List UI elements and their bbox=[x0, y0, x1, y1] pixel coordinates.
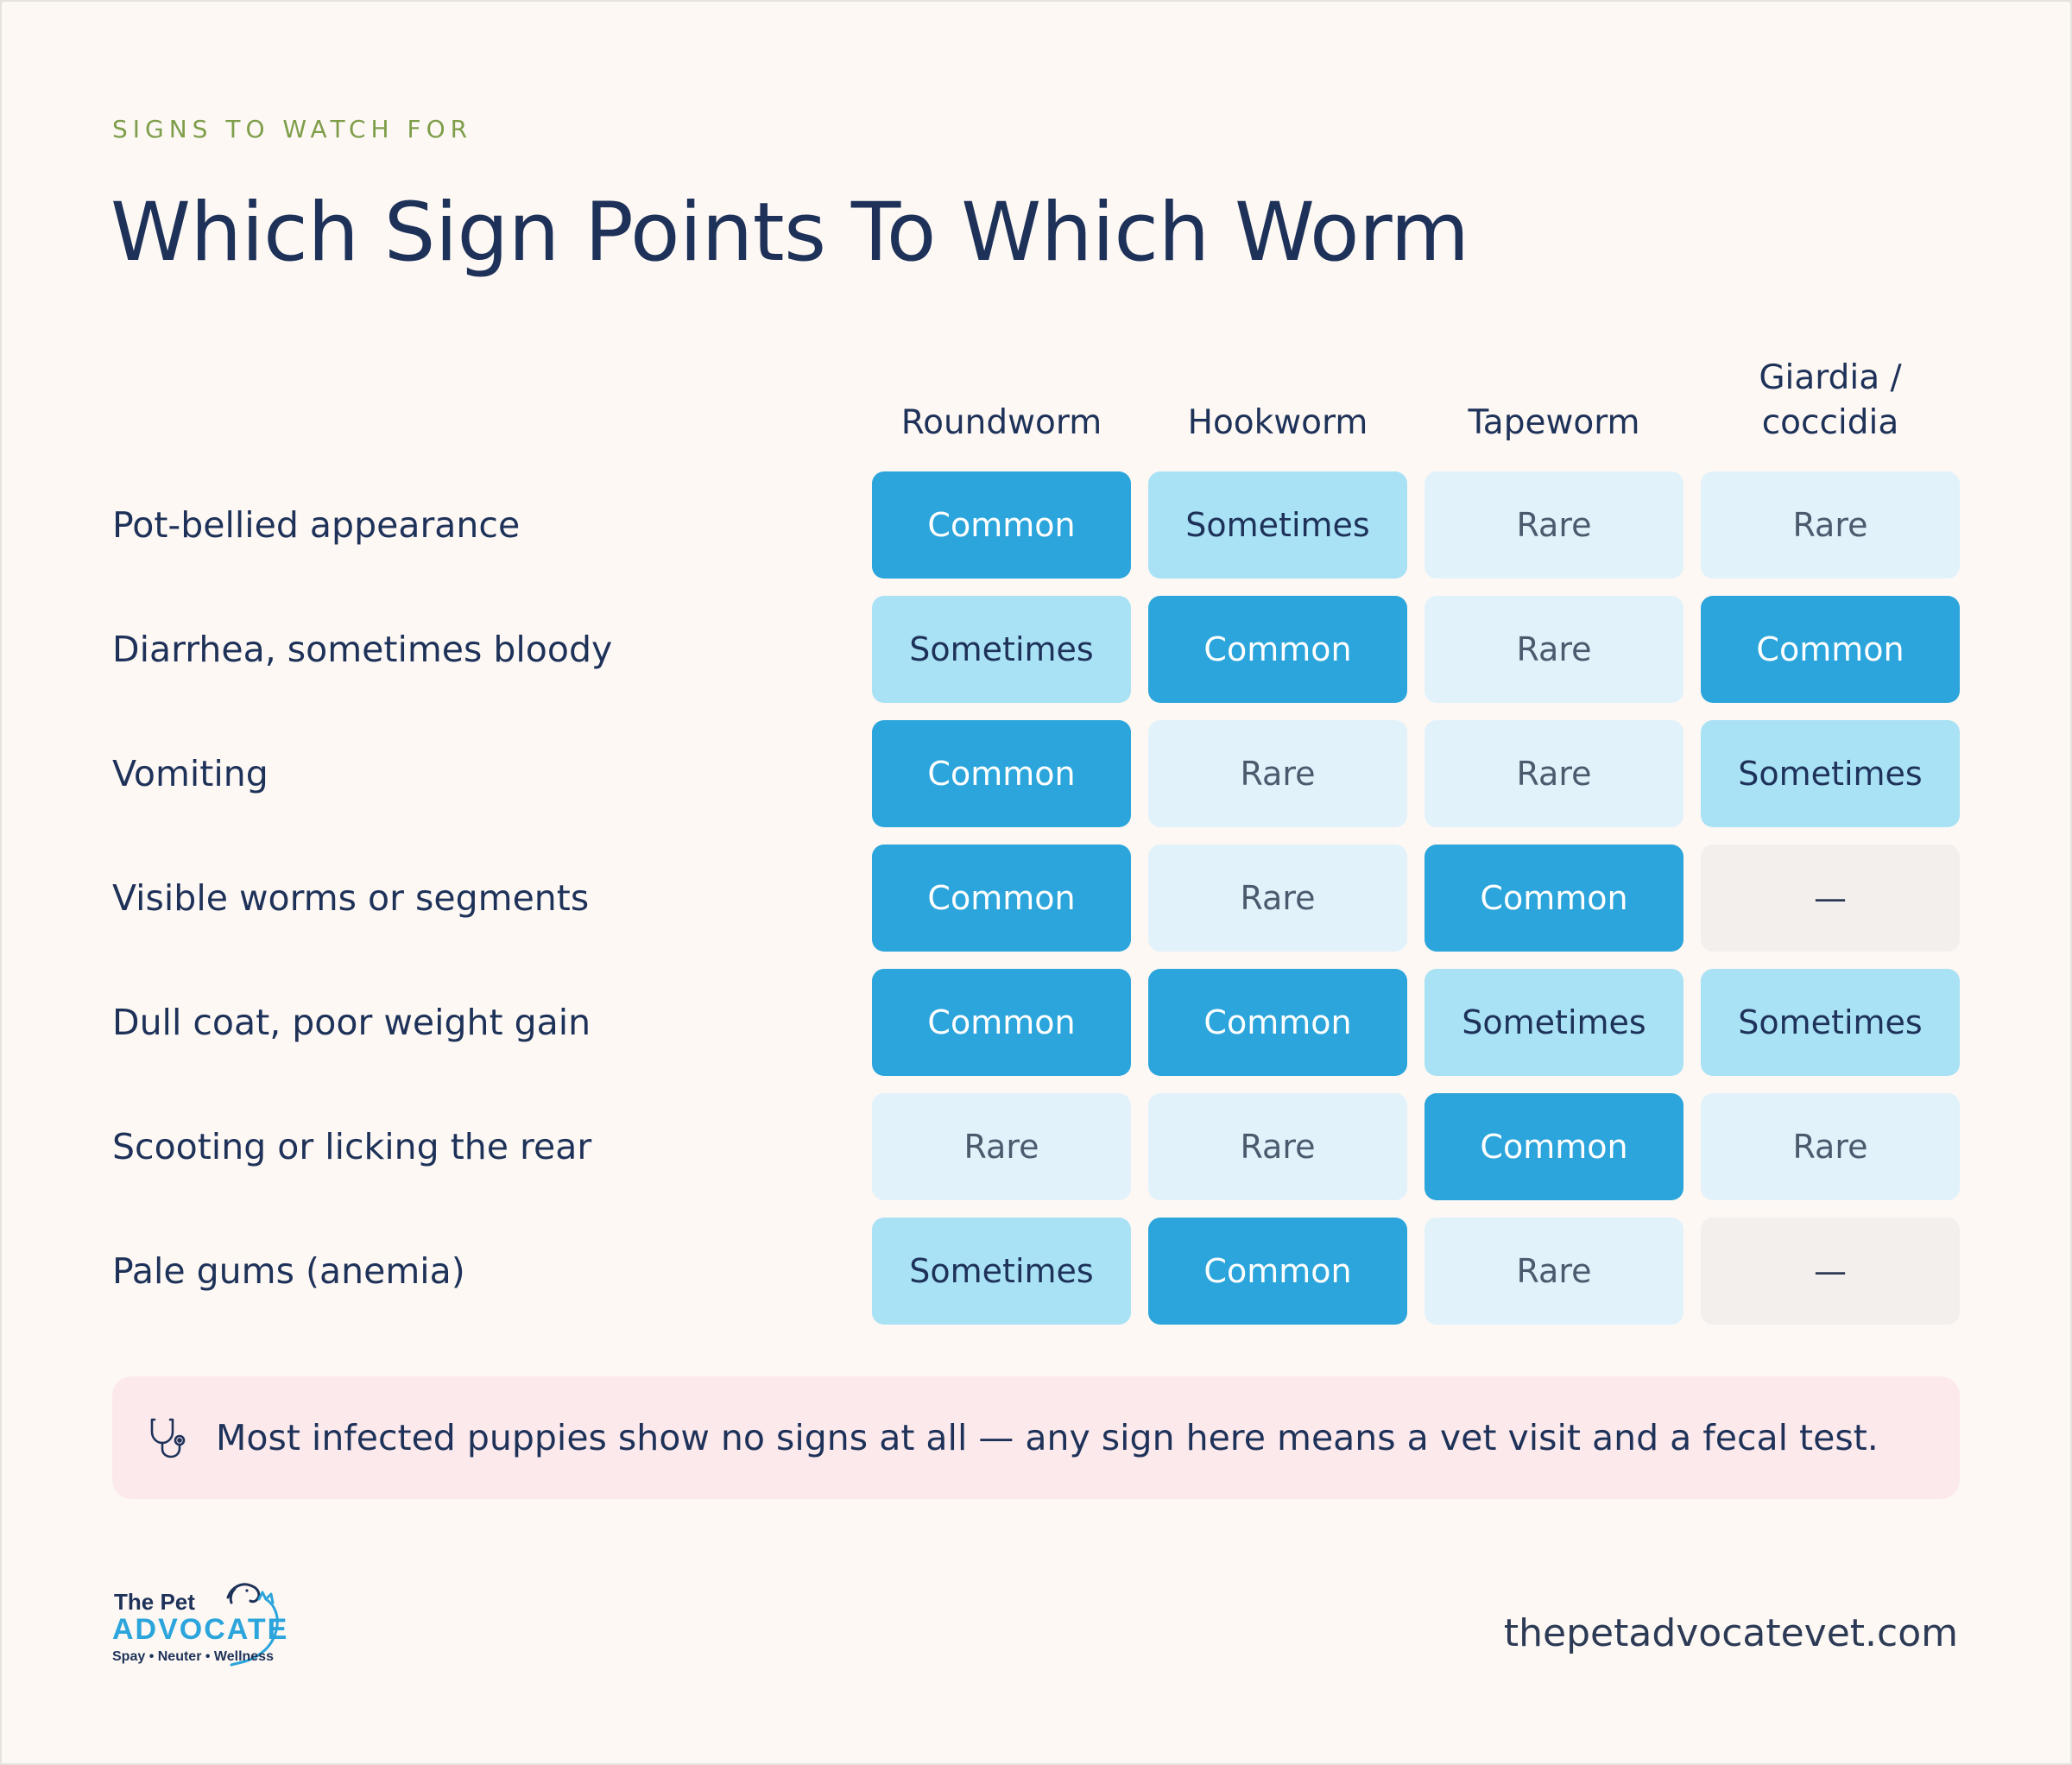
logo-text-the-pet: The Pet bbox=[114, 1589, 195, 1615]
table-cell: Rare bbox=[1148, 720, 1407, 827]
table-cell: Common bbox=[1701, 596, 1960, 703]
logo-tagline: Spay • Neuter • Wellness bbox=[112, 1649, 274, 1664]
table-cell: Rare bbox=[1424, 720, 1684, 827]
brand-logo[interactable]: The Pet ADVOCATE Spay • Neuter • Wellnes… bbox=[111, 1577, 318, 1672]
table-cell: Rare bbox=[1424, 596, 1684, 703]
table-cell: — bbox=[1701, 845, 1960, 952]
table-cell: Sometimes bbox=[1701, 969, 1960, 1076]
table-cell: Sometimes bbox=[872, 596, 1131, 703]
column-header: Hookworm bbox=[1148, 351, 1407, 446]
column-header: Giardia / coccidia bbox=[1701, 351, 1960, 446]
table-cell: Common bbox=[872, 969, 1131, 1076]
table-cell: Sometimes bbox=[1424, 969, 1684, 1076]
table-cell: Common bbox=[1148, 596, 1407, 703]
table-cell: Common bbox=[1148, 969, 1407, 1076]
column-header: Tapeworm bbox=[1424, 351, 1684, 446]
row-label: Vomiting bbox=[112, 753, 268, 794]
row-label: Pot-bellied appearance bbox=[112, 504, 521, 546]
table-cell: Rare bbox=[1148, 845, 1407, 952]
table-cell: Rare bbox=[872, 1093, 1131, 1200]
table-cell: Sometimes bbox=[1701, 720, 1960, 827]
table-cell: Common bbox=[1424, 1093, 1684, 1200]
table-cell: Rare bbox=[1148, 1093, 1407, 1200]
column-header: Roundworm bbox=[872, 351, 1131, 446]
note-banner: Most infected puppies show no signs at a… bbox=[112, 1376, 1960, 1499]
table-cell: Rare bbox=[1701, 471, 1960, 579]
table-cell: — bbox=[1701, 1218, 1960, 1325]
table-cell: Rare bbox=[1424, 1218, 1684, 1325]
row-label: Visible worms or segments bbox=[112, 877, 590, 919]
table-cell: Sometimes bbox=[1148, 471, 1407, 579]
column-header-label: Roundworm bbox=[900, 403, 1102, 442]
table-cell: Common bbox=[872, 471, 1131, 579]
page-title: Which Sign Points To Which Worm bbox=[111, 186, 1469, 280]
eyebrow-label: SIGNS TO WATCH FOR bbox=[112, 115, 473, 143]
table-cell: Rare bbox=[1701, 1093, 1960, 1200]
table-cell: Common bbox=[872, 845, 1131, 952]
row-label: Pale gums (anemia) bbox=[112, 1250, 465, 1292]
stethoscope-icon bbox=[147, 1414, 190, 1461]
table-cell: Common bbox=[1148, 1218, 1407, 1325]
table-cell: Common bbox=[872, 720, 1131, 827]
table-cell: Rare bbox=[1424, 471, 1684, 579]
note-text: Most infected puppies show no signs at a… bbox=[216, 1417, 1879, 1458]
website-link[interactable]: thepetadvocatevet.com bbox=[1503, 1611, 1958, 1655]
column-header-label: Hookworm bbox=[1187, 403, 1368, 442]
row-label: Diarrhea, sometimes bloody bbox=[112, 629, 613, 670]
table-cell: Sometimes bbox=[872, 1218, 1131, 1325]
logo-text-advocate: ADVOCATE bbox=[112, 1613, 289, 1646]
row-label: Scooting or licking the rear bbox=[112, 1126, 592, 1167]
table-cell: Common bbox=[1424, 845, 1684, 952]
row-label: Dull coat, poor weight gain bbox=[112, 1002, 591, 1043]
column-header-label: Tapeworm bbox=[1468, 403, 1640, 442]
column-header-label: Giardia / coccidia bbox=[1759, 358, 1902, 442]
dog-cat-outline-icon bbox=[226, 1583, 279, 1667]
